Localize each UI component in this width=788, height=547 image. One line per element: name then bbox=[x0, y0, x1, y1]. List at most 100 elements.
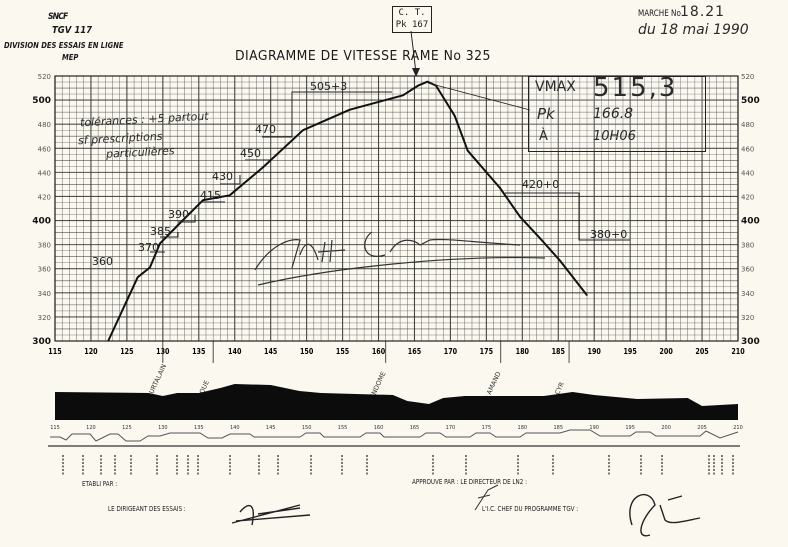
profile-tick-label: 195 bbox=[625, 425, 635, 431]
speed-point bbox=[426, 81, 429, 83]
profile-tick-label: 180 bbox=[518, 425, 528, 431]
speed-limit-label: 505+3 bbox=[310, 80, 347, 93]
y-tick-label-right: 440 bbox=[741, 169, 754, 177]
y-tick-label-left: 340 bbox=[38, 290, 51, 298]
y-tick-label-right: 400 bbox=[741, 217, 760, 227]
sncf-logo: SNCF bbox=[48, 12, 68, 22]
speed-point bbox=[159, 242, 161, 245]
x-tick-label: 145 bbox=[264, 346, 277, 356]
speed-point bbox=[559, 259, 561, 261]
speed-limit-label: 390 bbox=[168, 208, 189, 221]
time-value: 10H06 bbox=[593, 129, 636, 144]
profile-tick-label: 135 bbox=[194, 425, 204, 431]
speed-point bbox=[417, 85, 419, 87]
profile-tick-label: 140 bbox=[230, 425, 240, 431]
speed-point bbox=[586, 294, 588, 296]
profile-tick-label: 210 bbox=[733, 425, 743, 431]
speed-limit-label: 385 bbox=[150, 225, 171, 238]
profile-tick-label: 175 bbox=[482, 425, 492, 431]
speed-limit-label: 360 bbox=[92, 255, 113, 268]
profile-tick-label: 200 bbox=[661, 425, 671, 431]
speed-point bbox=[137, 276, 139, 278]
elevation-profile bbox=[55, 384, 738, 420]
speed-point bbox=[499, 187, 501, 189]
train-number: TGV 117 bbox=[52, 25, 93, 36]
y-tick-label-right: 500 bbox=[741, 96, 760, 106]
x-tick-label: 150 bbox=[300, 346, 313, 356]
speed-limit-step bbox=[220, 175, 241, 185]
signature-test-director bbox=[231, 504, 311, 526]
profile-tick-label: 155 bbox=[338, 425, 348, 431]
speed-point bbox=[519, 216, 521, 218]
y-tick-label-right: 420 bbox=[741, 193, 754, 201]
profile-tick-label: 165 bbox=[410, 425, 420, 431]
x-tick-label: 125 bbox=[120, 346, 133, 356]
ct-label: C. T. bbox=[398, 8, 426, 18]
profile-tick-label: 170 bbox=[446, 425, 456, 431]
ct-arrow-line bbox=[410, 30, 417, 74]
y-tick-label-left: 480 bbox=[38, 121, 51, 129]
x-tick-label: 185 bbox=[552, 346, 565, 356]
y-tick-label-right: 300 bbox=[741, 337, 760, 347]
y-tick-label-right: 360 bbox=[741, 266, 754, 274]
y-tick-label-left: 320 bbox=[38, 314, 51, 322]
x-tick-label: 165 bbox=[408, 346, 421, 356]
speed-limit-step bbox=[505, 192, 630, 241]
profile-tick-label: 130 bbox=[158, 425, 168, 431]
speed-limit-label: 370 bbox=[138, 241, 159, 254]
page-title: DIAGRAMME DE VITESSE RAME No 325 bbox=[235, 48, 491, 64]
gradient-line bbox=[50, 429, 739, 442]
y-tick-label-right: 340 bbox=[741, 290, 754, 298]
profile-tick-label: 120 bbox=[86, 425, 96, 431]
speed-point bbox=[107, 340, 109, 342]
y-tick-label-right: 380 bbox=[741, 242, 754, 250]
profile-tick-label: 160 bbox=[374, 425, 384, 431]
x-tick-label: 135 bbox=[192, 346, 205, 356]
max-speed-box: VMAX 515,3 Pk 166.8 À 10H06 bbox=[528, 73, 706, 152]
speed-point bbox=[467, 150, 469, 152]
speed-point bbox=[402, 94, 404, 96]
x-tick-label: 205 bbox=[695, 346, 708, 356]
speed-limit-label: 415 bbox=[200, 189, 221, 202]
profile-tick-label: 190 bbox=[589, 425, 599, 431]
x-tick-label: 180 bbox=[516, 346, 529, 356]
speed-point bbox=[302, 129, 304, 131]
speed-limit-label: 470 bbox=[255, 123, 276, 136]
y-tick-label-left: 420 bbox=[38, 193, 51, 201]
x-tick-label: 160 bbox=[372, 346, 385, 356]
plot-frame bbox=[54, 75, 739, 342]
profile-tick-label: 125 bbox=[122, 425, 132, 431]
x-tick-label: 115 bbox=[48, 346, 61, 356]
speed-point bbox=[179, 222, 181, 224]
test-director-label: LE DIRIGEANT DES ESSAIS : bbox=[108, 505, 186, 513]
x-tick-label: 170 bbox=[444, 346, 457, 356]
time-label: À bbox=[539, 129, 548, 144]
profile-tick-label: 185 bbox=[553, 425, 563, 431]
profile-tick-label: 145 bbox=[266, 425, 276, 431]
speed-point bbox=[149, 266, 151, 269]
profile-tick-label: 115 bbox=[50, 425, 60, 431]
x-tick-label: 155 bbox=[336, 346, 349, 356]
speed-limit-step bbox=[262, 91, 392, 138]
vmax-value: 515,3 bbox=[593, 73, 678, 103]
ct-pk: Pk 167 bbox=[395, 20, 429, 30]
x-tick-label: 210 bbox=[731, 346, 744, 356]
x-tick-label: 120 bbox=[84, 346, 97, 356]
y-tick-label-left: 500 bbox=[32, 96, 51, 106]
pk-value: 166.8 bbox=[593, 106, 634, 122]
y-tick-label-right: 320 bbox=[741, 314, 754, 322]
y-tick-label-left: 380 bbox=[38, 242, 51, 250]
x-tick-label: 140 bbox=[228, 346, 241, 356]
x-tick-label: 195 bbox=[623, 346, 636, 356]
signature-ln2-director bbox=[474, 484, 499, 511]
vmax-label: VMAX bbox=[535, 79, 576, 95]
speed-limit-label: 450 bbox=[240, 147, 261, 160]
approved-by-label: APPROUVE PAR : LE DIRECTEUR DE LN2 : bbox=[412, 478, 527, 486]
ct-box: C. T. Pk 167 bbox=[392, 6, 432, 33]
profile-tick-label: 205 bbox=[697, 425, 707, 431]
established-by-label: ETABLI PAR : bbox=[82, 480, 118, 488]
speed-limit-label: 420+0 bbox=[522, 178, 559, 191]
y-tick-label-left: 520 bbox=[38, 73, 51, 81]
marche-value: 18.21 bbox=[680, 4, 726, 20]
run-date: du 18 mai 1990 bbox=[638, 22, 749, 38]
